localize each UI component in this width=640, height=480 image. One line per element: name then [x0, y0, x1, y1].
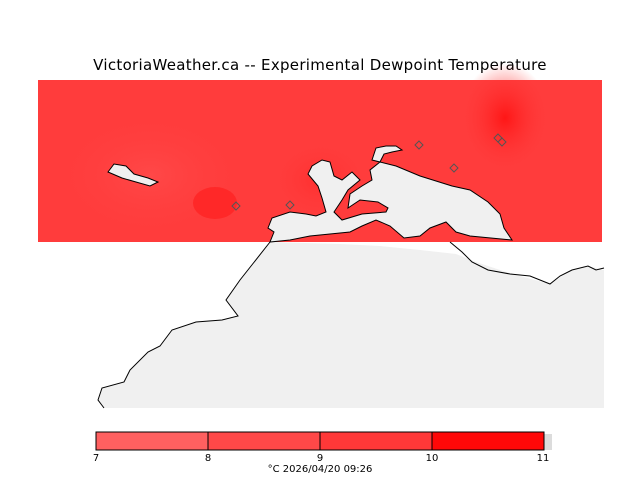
contour-band-hot: [460, 63, 550, 173]
station-marker: [231, 201, 241, 211]
land-peninsula: [267, 159, 513, 243]
legend-tick-label: 8: [204, 453, 212, 464]
land-mainland: [98, 242, 604, 408]
station-markers: [231, 133, 507, 211]
station-marker: [285, 200, 295, 210]
map-title: VictoriaWeather.ca -- Experimental Dewpo…: [93, 56, 547, 74]
legend-tick-label: 11: [536, 453, 550, 464]
contour-band-warm: [193, 187, 237, 219]
legend-tick-label: 7: [92, 453, 100, 464]
legend-band: [432, 432, 544, 450]
coastline-east: [449, 241, 605, 285]
legend-tick-label: 10: [425, 453, 439, 464]
legend-band: [96, 432, 208, 450]
legend-caption: °C 2026/04/20 09:26: [267, 464, 373, 475]
station-marker: [414, 140, 424, 150]
legend-tick-label: 9: [316, 453, 324, 464]
legend-band: [208, 432, 320, 450]
legend-band: [320, 432, 432, 450]
coastline: [97, 241, 271, 409]
station-marker: [449, 163, 459, 173]
station-marker: [497, 137, 507, 147]
legend-shadow: [544, 434, 552, 450]
land-island-north: [371, 145, 404, 163]
land-island-west: [107, 163, 160, 187]
